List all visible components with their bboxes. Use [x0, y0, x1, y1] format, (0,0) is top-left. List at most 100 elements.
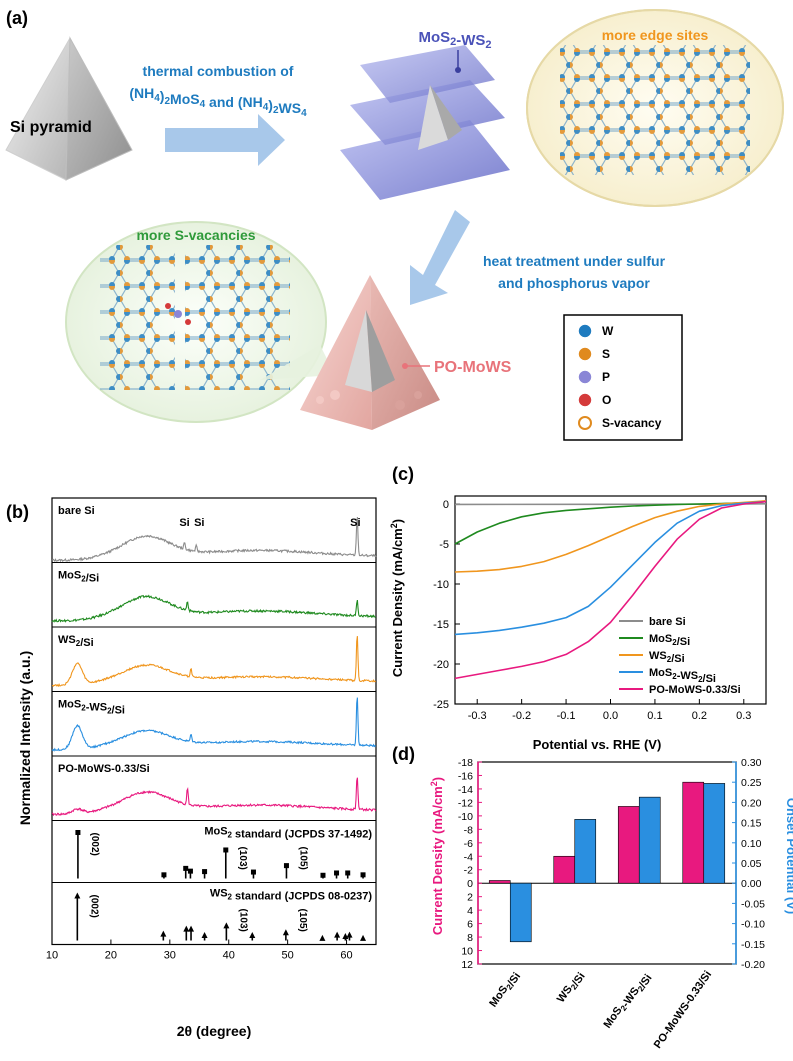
- panel-d-right-tick-label: -0.10: [741, 919, 765, 931]
- bar-current-density-po-mows-0-33-si: [682, 781, 705, 884]
- standard-peak-marker: [249, 932, 256, 939]
- panel-b-x-tick-label: 20: [105, 950, 117, 962]
- standard-0-label: MoS2 standard (JCPDS 37-1492): [204, 826, 372, 841]
- category-label-mos2-ws2-si: MoS2-WS2/Si: [601, 969, 654, 1034]
- panel-label-d: (d): [392, 744, 415, 764]
- s-vacancies-label: more S-vacancies: [136, 227, 255, 243]
- panel-b-x-tick-label: 60: [340, 950, 352, 962]
- panel-c-x-tick-label: 0.3: [736, 710, 751, 722]
- standard-peak-marker: [188, 925, 195, 932]
- mos2-ws2-label: MoS2-WS2: [418, 29, 491, 51]
- panel-d-left-tick-label: -12: [458, 797, 473, 809]
- edge-sites-label: more edge sites: [602, 27, 709, 43]
- hkl-label: (103): [237, 847, 248, 870]
- series-po-mows-0-33-si-label: PO-MoWS-0.33/Si: [58, 763, 150, 775]
- standard-peak-marker: [223, 847, 229, 853]
- category-label-po-mows-0-33-si: PO-MoWS-0.33/Si: [652, 969, 714, 1051]
- legend-bare-si-label: bare Si: [649, 616, 686, 628]
- panel-c-y-tick-label: -20: [433, 659, 449, 671]
- panel-b-xrd: (b) bare Si Si Si Si MoS2/Si WS2/Si MoS2-WS2/S…: [6, 497, 377, 1039]
- standard-peak-marker: [345, 870, 351, 876]
- arrow-down-icon: [410, 210, 470, 305]
- panel-d-right-tick-label: 0.05: [741, 858, 762, 870]
- legend-p-swatch: [578, 370, 592, 384]
- peak-label-si: Si: [350, 517, 360, 529]
- series-mos2-ws2-si-curve: [454, 500, 767, 636]
- panel-c-x-tick-label: -0.3: [468, 710, 487, 722]
- panel-d-left-tick-label: -10: [458, 811, 473, 823]
- legend-o-label: O: [602, 393, 611, 407]
- bar-current-density-ws2-si: [553, 855, 576, 884]
- panel-a-schematic: (a) Si pyramid thermal combustion of (NH…: [5, 8, 784, 441]
- panel-d-right-axis-label: Onset Potential (V): [784, 798, 793, 914]
- panel-c-y-tick-label: -15: [433, 619, 449, 631]
- panel-d-left-tick-label: -16: [458, 770, 473, 782]
- hkl-label: (002): [88, 895, 99, 918]
- hkl-label: (105): [297, 909, 308, 932]
- legend-mos2-ws2-si-label: MoS2-WS2/Si: [649, 667, 716, 685]
- mos2-ws2-sheets-illustration: [340, 45, 510, 200]
- panel-d-left-tick-label: 12: [461, 959, 473, 971]
- series-mos2-si-curve: [454, 500, 767, 545]
- panel-b-y-axis-label: Normalized Intensity (a.u.): [17, 651, 33, 825]
- standard-peak-marker: [187, 868, 193, 874]
- hkl-label: (002): [89, 833, 100, 856]
- bar-onset-potential-po-mows-0-33-si: [703, 783, 726, 884]
- panel-b-x-axis-label: 2θ (degree): [177, 1023, 251, 1039]
- bar-current-density-mos2-si: [488, 880, 511, 884]
- legend-w-label: W: [602, 324, 614, 338]
- panel-d-left-tick-label: 0: [467, 878, 473, 890]
- legend-po-mows-0-33-si-label: PO-MoWS-0.33/Si: [649, 684, 741, 696]
- standard-peak-marker: [75, 830, 81, 835]
- series-po-mows-0-33-si-line: [51, 777, 377, 817]
- po-mows-label: PO-MoWS: [434, 359, 512, 376]
- legend-w-swatch: [578, 324, 592, 338]
- panel-b-frame: [51, 497, 377, 946]
- panel-c-y-tick-label: -5: [439, 539, 449, 551]
- standard-peak-marker: [160, 930, 167, 937]
- panel-c-x-tick-label: 0.1: [647, 710, 662, 722]
- panel-d-left-axis-label: Current Density (mA/cm2): [429, 777, 445, 935]
- standard-peak-marker: [283, 863, 289, 869]
- standard-1-label: WS2 standard (JCPDS 08-0237): [210, 888, 373, 903]
- standard-peak-marker: [282, 929, 289, 936]
- standard-peak-marker: [161, 872, 167, 878]
- series-mos2-ws2-si-line: [51, 697, 377, 752]
- si-pyramid-illustration: [5, 36, 133, 181]
- standard-peak-marker: [183, 865, 189, 871]
- legend-s-vacancy-swatch: [578, 416, 592, 430]
- standard-peak-marker: [319, 934, 326, 941]
- panel-d-right-tick-label: 0.25: [741, 777, 762, 789]
- panel-d-left-tick-label: 10: [461, 946, 473, 958]
- standard-peak-marker: [346, 931, 353, 938]
- standard-peak-marker: [183, 925, 190, 932]
- s-vacancies-lattice-left: [100, 245, 175, 390]
- series-mos2-si-label: MoS2/Si: [58, 570, 99, 585]
- arrow-right-icon: [165, 114, 285, 166]
- series-ws2-si-label: WS2/Si: [58, 634, 94, 649]
- legend-p-label: P: [602, 370, 610, 384]
- panel-b-x-tick-label: 10: [46, 950, 58, 962]
- s-vacancies-lattice-right: [185, 245, 290, 390]
- peak-label-si: Si: [179, 517, 189, 529]
- legend-s-vacancy-label: S-vacancy: [602, 416, 662, 430]
- hkl-label: (105): [297, 847, 308, 870]
- legend-o-swatch: [578, 393, 592, 407]
- standard-peak-marker: [223, 922, 230, 929]
- panel-d-left-tick-label: -14: [458, 784, 473, 796]
- panel-d-right-tick-label: 0.15: [741, 818, 762, 830]
- category-label-ws2-si: WS2/Si: [555, 969, 588, 1007]
- peak-label-si: Si: [194, 517, 204, 529]
- panel-d-left-tick-label: 6: [467, 919, 473, 931]
- panel-c-x-tick-label: -0.2: [512, 710, 531, 722]
- panel-d-left-tick-label: 4: [467, 905, 473, 917]
- panel-c-frame: [454, 495, 767, 705]
- panel-d-left-tick-label: -4: [464, 851, 473, 863]
- panel-d-right-tick-label: -0.05: [741, 898, 765, 910]
- si-pyramid-label: Si pyramid: [10, 119, 92, 136]
- panel-d-left-tick-label: -18: [458, 757, 473, 769]
- bar-onset-potential-mos2-ws2-si: [638, 796, 661, 884]
- panel-d-right-tick-label: 0.30: [741, 757, 762, 769]
